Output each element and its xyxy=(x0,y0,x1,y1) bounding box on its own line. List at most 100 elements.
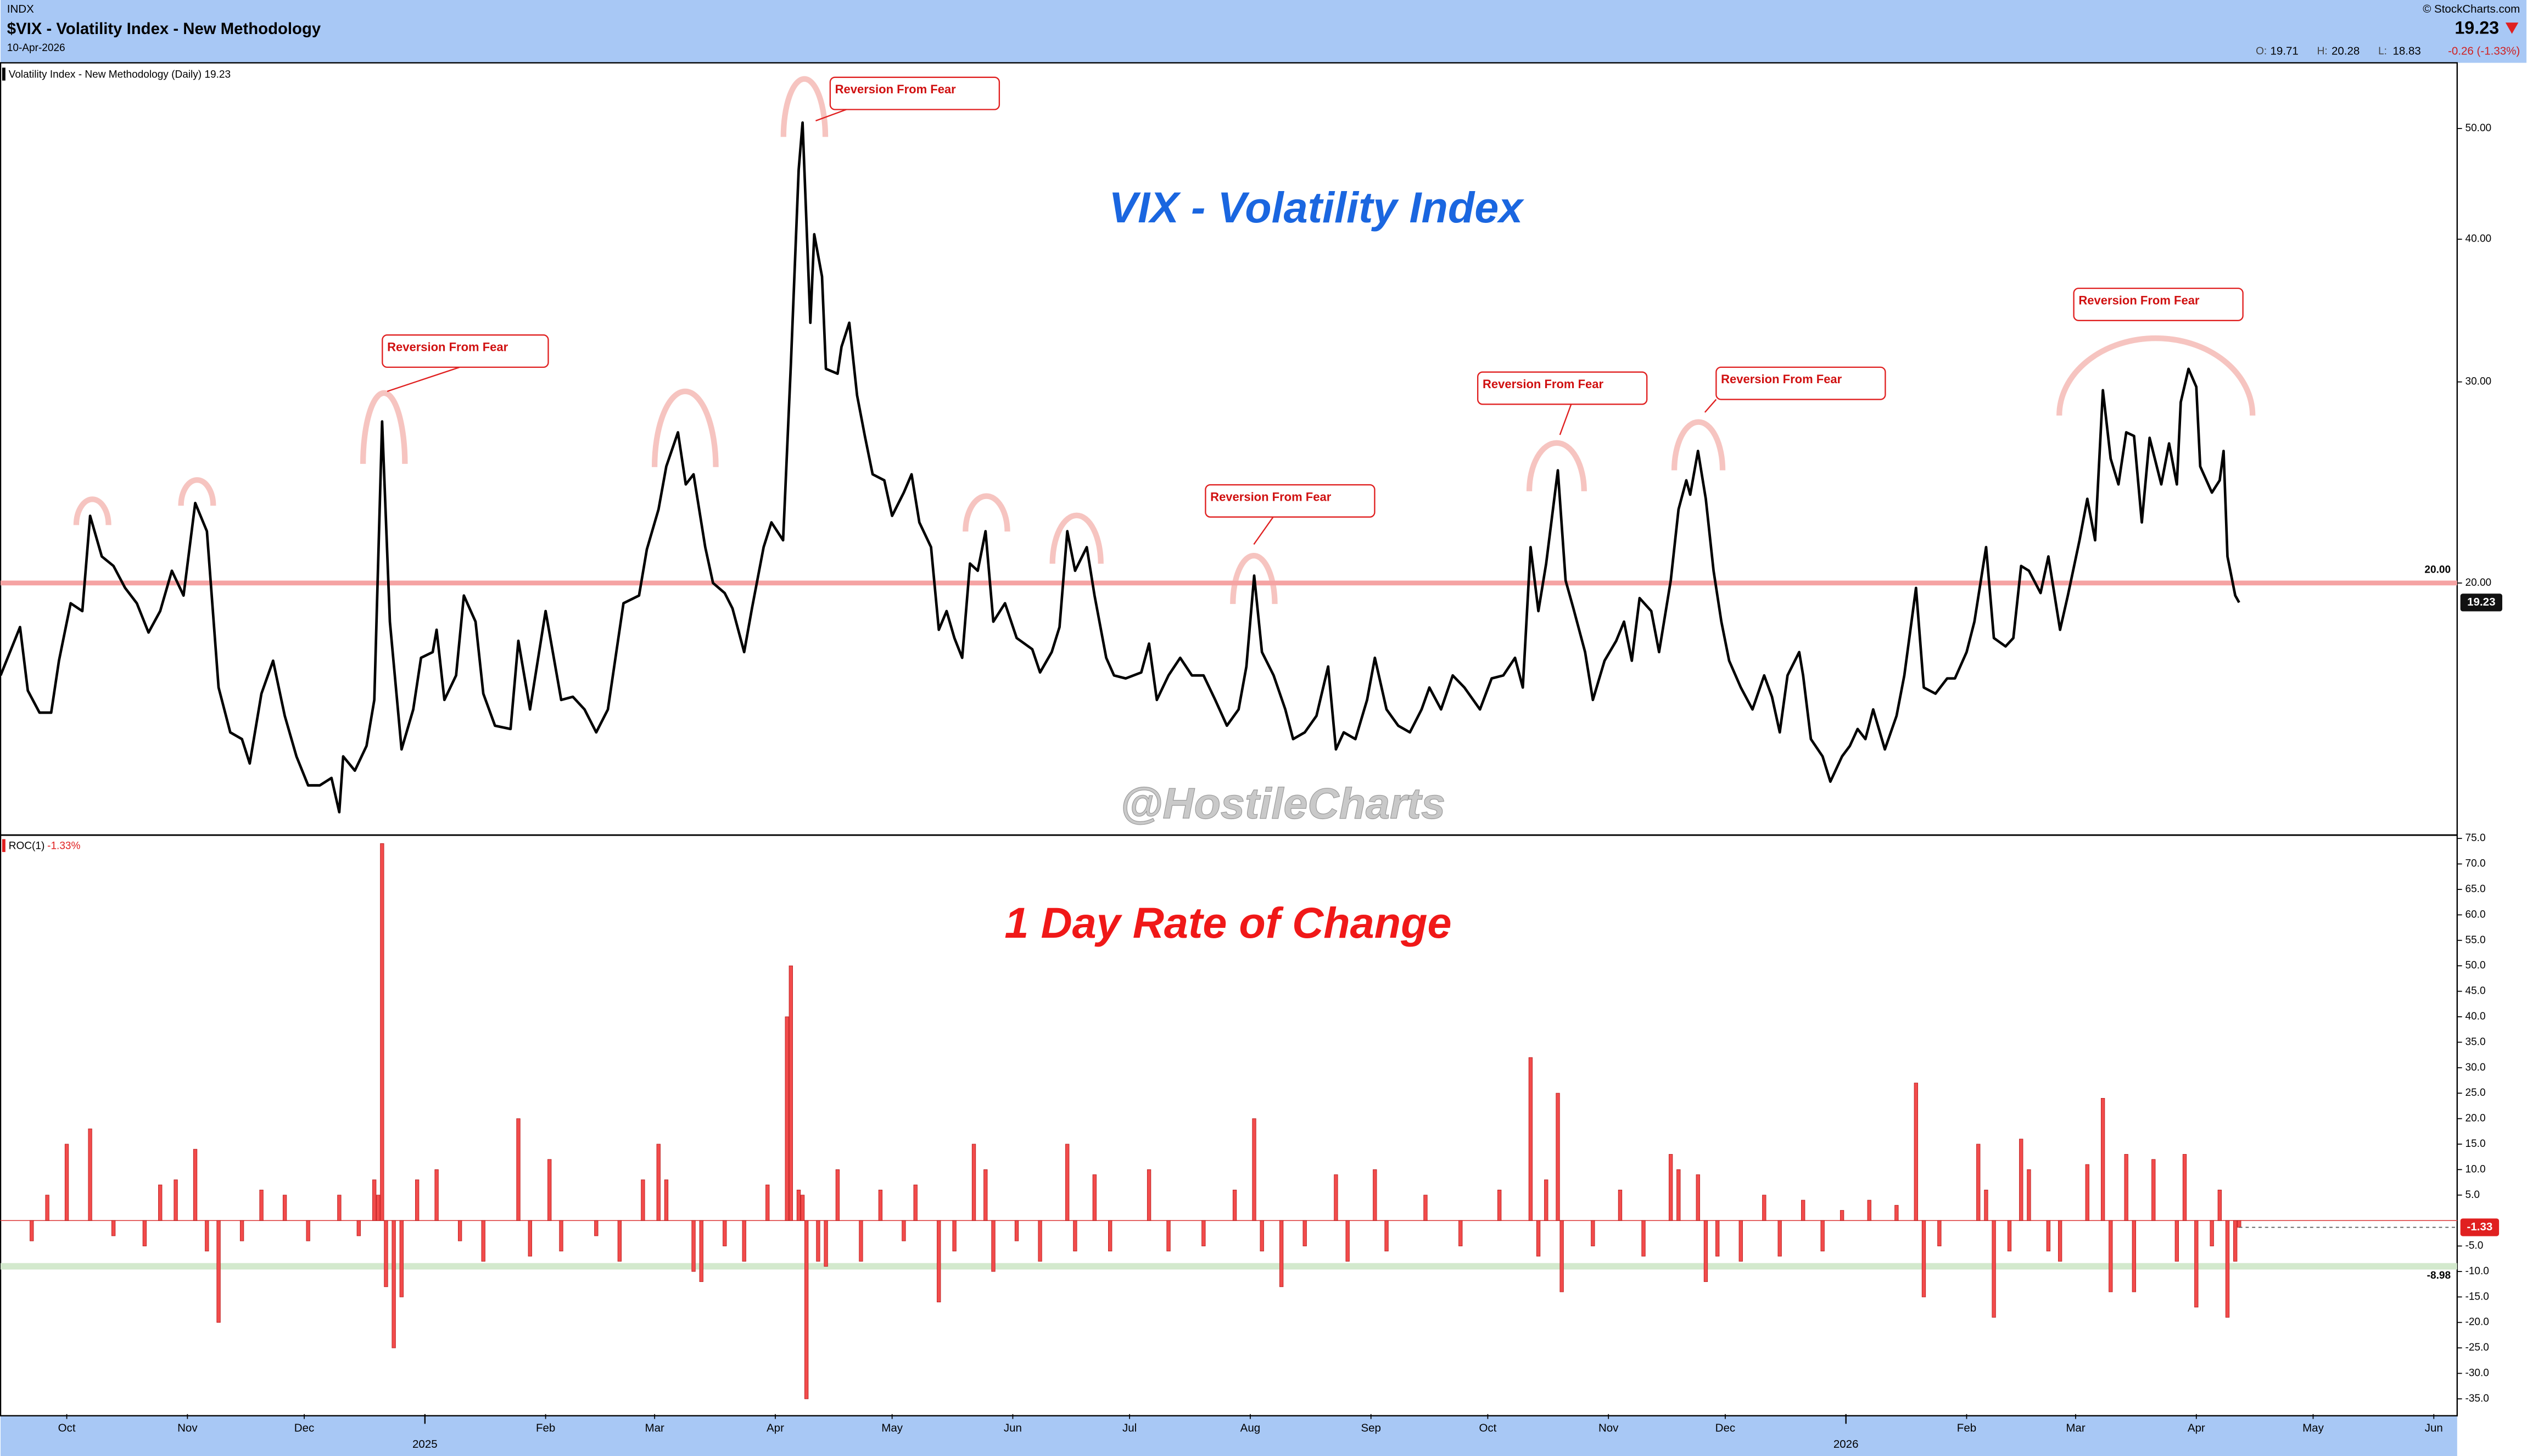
bar xyxy=(723,1220,727,1246)
annotation: Reversion From Fear xyxy=(2078,293,2200,307)
bar xyxy=(641,1179,645,1221)
bar xyxy=(789,965,793,1221)
header-bg xyxy=(1,0,2526,63)
x-tick-label: Mar xyxy=(645,1422,664,1435)
reference-label: -8.98 xyxy=(2427,1270,2451,1281)
bar xyxy=(1201,1220,1206,1246)
highlight-arc xyxy=(963,493,1010,532)
bar xyxy=(547,1159,552,1221)
annotation: Reversion From Fear xyxy=(1210,490,1332,503)
bar xyxy=(380,843,384,1221)
bar xyxy=(1668,1154,1673,1221)
x-year-label: 2026 xyxy=(1833,1438,1859,1451)
annotation: Reversion From Fear xyxy=(835,82,957,96)
price-line xyxy=(0,121,2240,814)
x-tick-label: Dec xyxy=(294,1422,314,1435)
annotation-pointer xyxy=(1704,399,1717,413)
x-tick-label: Jul xyxy=(1122,1422,1137,1435)
bar xyxy=(516,1118,521,1221)
bar xyxy=(88,1128,92,1221)
y-tick-label: 35.0 xyxy=(2465,1036,2485,1048)
x-tick-label: Dec xyxy=(1715,1422,1735,1435)
y-tick-label: 50.00 xyxy=(2465,122,2491,134)
chart-title: 1 Day Rate of Change xyxy=(1004,898,1451,947)
bar xyxy=(1345,1220,1350,1262)
y-tick-label: -20.0 xyxy=(2465,1317,2489,1328)
y-tick-label: 50.0 xyxy=(2465,960,2485,971)
x-tick-label: Oct xyxy=(58,1422,76,1435)
plot-frame xyxy=(0,62,2458,1416)
bar xyxy=(1373,1169,1377,1221)
x-tick-label: Apr xyxy=(767,1422,784,1435)
bar xyxy=(1618,1190,1623,1221)
bar xyxy=(2058,1220,2062,1262)
ohlc-label: H: xyxy=(2317,46,2328,57)
y-tick-label: 30.0 xyxy=(2465,1062,2485,1073)
y-tick-label: 65.0 xyxy=(2465,883,2485,895)
bar xyxy=(1820,1220,1825,1252)
watermark: @HostileCharts xyxy=(1120,779,1445,828)
bar xyxy=(2210,1220,2214,1246)
x-tick-label: Sep xyxy=(1361,1422,1381,1435)
bar xyxy=(983,1169,988,1221)
y-tick-label: 60.0 xyxy=(2465,909,2485,920)
bar xyxy=(2109,1220,2113,1292)
bar xyxy=(2124,1154,2128,1221)
bar xyxy=(1762,1195,1766,1221)
last-price: 19.23 xyxy=(2455,18,2499,37)
bar xyxy=(991,1220,996,1272)
bar xyxy=(1992,1220,1996,1318)
bar xyxy=(1423,1195,1428,1221)
bar xyxy=(2007,1220,2012,1252)
bar xyxy=(1497,1190,1502,1221)
bar xyxy=(913,1184,918,1221)
highlight-arc xyxy=(1526,440,1587,491)
ohlc-value: 19.71 xyxy=(2271,44,2299,57)
annotation: Reversion From Fear xyxy=(387,340,508,354)
bar xyxy=(1715,1220,1720,1257)
y-tick-label: 55.0 xyxy=(2465,934,2485,946)
bar xyxy=(384,1220,388,1287)
bar xyxy=(376,1195,381,1221)
bar xyxy=(971,1144,976,1221)
bar xyxy=(64,1144,69,1221)
annotation-box xyxy=(1205,484,1376,518)
bar xyxy=(1976,1144,1981,1221)
bar xyxy=(1334,1174,1338,1221)
header-title: $VIX - Volatility Index - New Methodolog… xyxy=(7,20,321,38)
y-tick-label: 75.0 xyxy=(2465,832,2485,844)
bar xyxy=(1232,1190,1237,1221)
bar xyxy=(800,1195,805,1221)
legend-label: Volatility Index - New Methodology (Dail… xyxy=(9,69,231,80)
x-tick-label: Feb xyxy=(1957,1422,1976,1435)
last-tag-label: -1.33 xyxy=(2467,1220,2493,1233)
last-tag xyxy=(2460,593,2502,612)
highlight-arc xyxy=(651,388,719,467)
bar xyxy=(1065,1144,1070,1221)
bar xyxy=(2233,1220,2238,1262)
bar xyxy=(399,1220,404,1297)
bar xyxy=(1840,1210,1844,1221)
bar xyxy=(1544,1179,1548,1221)
bar xyxy=(193,1149,198,1221)
bar xyxy=(30,1220,34,1241)
bar xyxy=(1801,1200,1805,1221)
reference-label: 20.00 xyxy=(2424,564,2451,575)
y-tick-label: 15.0 xyxy=(2465,1138,2485,1150)
bar xyxy=(804,1220,809,1399)
change: -0.26 (-1.33%) xyxy=(2448,44,2520,57)
bar xyxy=(559,1220,563,1252)
legend-swatch xyxy=(2,68,5,81)
down-arrow xyxy=(2505,23,2519,34)
bar xyxy=(1867,1200,1871,1221)
highlight-arc xyxy=(178,477,216,506)
ohlc-value: 18.83 xyxy=(2392,44,2420,57)
highlight-arc xyxy=(73,496,111,525)
exchange: INDX xyxy=(7,3,34,15)
bar xyxy=(372,1179,377,1221)
bar xyxy=(1147,1169,1151,1221)
bar xyxy=(1014,1220,1019,1241)
bar xyxy=(2225,1220,2230,1318)
bar xyxy=(392,1220,396,1348)
x-tick-label: May xyxy=(881,1422,903,1435)
